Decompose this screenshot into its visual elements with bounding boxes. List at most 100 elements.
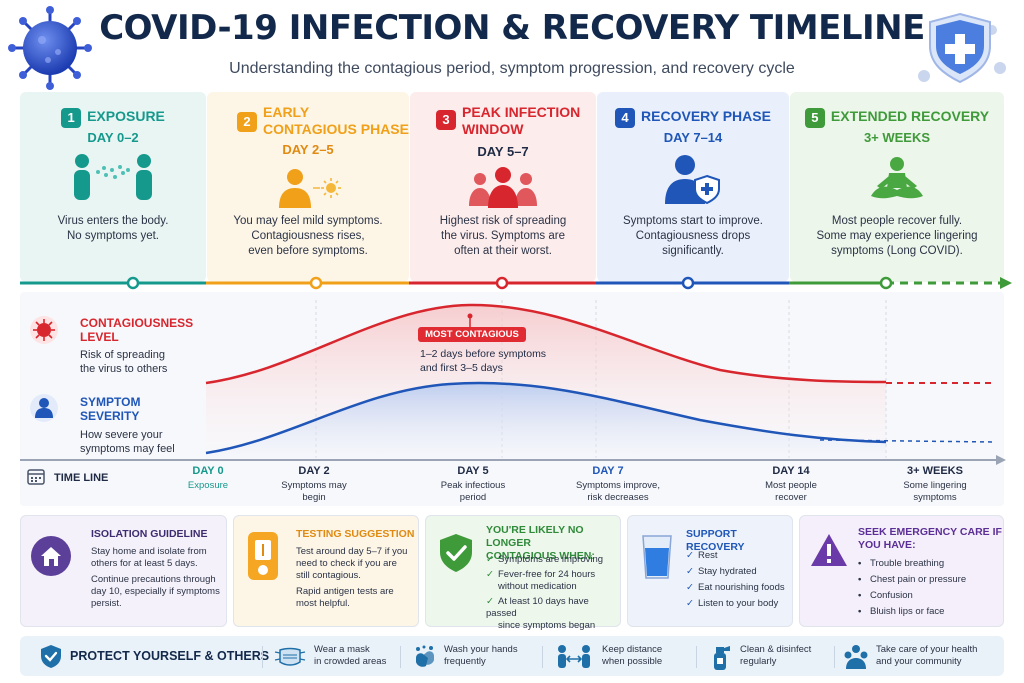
desc-line: Test around day 5–7 if you (296, 546, 408, 557)
list-item: ✓ Listen to your body (686, 598, 779, 609)
tick-day-0: DAY 0 (192, 465, 224, 477)
protect-item-community: Take care of your health and your communi… (876, 644, 977, 668)
page-subtitle: Understanding the contagious period, sym… (229, 60, 795, 77)
phase-description: Most people recover fully. Some may exper… (796, 214, 998, 259)
card-no-longer-contagious: YOU'RE LIKELY NO LONGER CONTAGIOUS WHEN: … (425, 515, 621, 631)
tick-sub-day-2: Symptoms may begin (259, 480, 369, 504)
desc-line: Peak infectious (440, 480, 506, 491)
separator (696, 646, 697, 668)
desc-line: 1–2 days before symptoms (420, 348, 547, 360)
most-contagious-badge (418, 327, 526, 342)
phase-description: Symptoms start to improve. Contagiousness… (603, 214, 783, 259)
series-name: CONTAGIOUSNESS LEVEL (80, 316, 194, 344)
separator (400, 646, 401, 668)
phase-number: 5 (804, 108, 825, 128)
desc-line: and your community (876, 656, 962, 667)
list-item: ✓ Stay hydrated (686, 566, 757, 577)
community-icon (844, 645, 868, 669)
most-contagious-label: MOST CONTAGIOUS (425, 329, 519, 340)
desc-line: How severe your (80, 429, 163, 441)
card-title: SEEK EMERGENCY CARE IF YOU HAVE: (858, 526, 1002, 552)
shield-check-small-icon (41, 645, 61, 668)
list-item: • Chest pain or pressure (858, 574, 967, 585)
tick-sub-day-14: Most people recover (736, 480, 846, 504)
phase-title: EXTENDED RECOVERY (830, 108, 990, 124)
calendar-icon (27, 469, 45, 485)
list-item: ✓ Eat nourishing foods (686, 582, 785, 593)
desc-line: Risk of spreading (80, 349, 165, 361)
desc-line: You may feel mild symptoms. (233, 215, 383, 227)
desc-line: and first 3–5 days (420, 362, 503, 374)
card-title: ISOLATION GUIDELINE (91, 528, 208, 540)
phase-heading: 2 EARLY CONTAGIOUS PHASE (237, 104, 409, 138)
card-isolation: ISOLATION GUIDELINE Stay home and isolat… (20, 515, 227, 627)
person-shield-icon (665, 155, 720, 204)
desc-line: persist. (91, 598, 122, 609)
timeline-marker (126, 276, 140, 290)
desc-line: the virus. Symptoms are (441, 230, 565, 242)
most-contagious-text: 1–2 days before symptoms and first 3–5 da… (420, 347, 546, 375)
contagiousness-label: CONTAGIOUSNESS LEVEL (80, 316, 200, 344)
contagiousness-desc: Risk of spreading the virus to others (80, 348, 200, 376)
virus-small-icon (33, 319, 55, 341)
desc-line: Highest risk of spreading (439, 215, 567, 227)
desc-line: recover (775, 492, 807, 503)
card-text: Stay home and isolate from others for at … (91, 546, 207, 570)
symptom-desc: How severe your symptoms may feel (80, 428, 200, 456)
desc-line: begin (302, 492, 326, 503)
desc-line: Symptoms improve, (576, 480, 660, 491)
shield-check-icon (440, 534, 472, 572)
card-text: Test around day 5–7 if you need to check … (296, 546, 407, 582)
protect-bar: PROTECT YOURSELF & OTHERS Wear a mask in … (20, 636, 1004, 676)
phase-title: WINDOW (462, 121, 524, 137)
spray-icon (714, 646, 730, 670)
phase-description: Highest risk of spreading the virus. Symp… (416, 214, 590, 259)
desc-line: risk decreases (587, 492, 649, 503)
meditation-icon (871, 157, 923, 199)
water-glass-icon (642, 535, 672, 579)
desc-line: most helpful. (296, 598, 350, 609)
desc-line: even before symptoms. (248, 245, 368, 257)
separator (262, 646, 263, 668)
person-sun-icon (279, 169, 341, 208)
desc-line: No symptoms yet. (66, 230, 160, 242)
desc-line: Symptoms may (281, 480, 347, 491)
phase-days: DAY 0–2 (87, 130, 139, 145)
medical-shield-icon (918, 12, 1006, 84)
desc-line: Contagiousness drops (635, 230, 751, 242)
timeline-marker (879, 276, 893, 290)
timeline-marker (681, 276, 695, 290)
timeline-axis-label: TIME LINE (54, 472, 109, 484)
desc-line: Most people recover fully. (831, 215, 963, 227)
phase-recovery: 4 RECOVERY PHASE DAY 7–14 Symptoms start … (597, 92, 789, 282)
list-item: ✓ Symptoms are improving (486, 554, 604, 565)
separator (542, 646, 543, 668)
contagiousness-line (205, 303, 887, 385)
desc-line: when possible (602, 656, 663, 667)
list-item: ✓ Fever-free for 24 hours without medicati… (486, 569, 596, 592)
test-kit-icon (248, 532, 278, 580)
desc-line: Virus enters the body. (57, 215, 169, 227)
phase-title: RECOVERY PHASE (641, 108, 771, 124)
desc-line: Stay home and isolate from (91, 546, 207, 557)
recovery-list: ✓ Rest ✓ Stay hydrated ✓ Eat nourishing foo… (686, 548, 785, 612)
phase-heading: 4 RECOVERY PHASE (597, 108, 789, 128)
tick-day-7: DAY 7 (592, 465, 624, 477)
phase-heading: 3 PEAK INFECTION WINDOW (436, 104, 580, 138)
timeline-marker (309, 276, 323, 290)
desc-line: often at their worst. (454, 245, 552, 257)
title-line: CONTAGIOUS WHEN: (486, 550, 595, 562)
phase-description: Virus enters the body. No symptoms yet. (26, 214, 200, 244)
people-spreading-icon (74, 154, 152, 200)
tick-day-2: DAY 2 (298, 465, 330, 477)
list-item: • Confusion (858, 590, 913, 601)
symptom-line (205, 381, 887, 455)
card-title: TESTING SUGGESTION (296, 528, 415, 540)
phase-title: EARLY (263, 104, 310, 120)
list-item: • Trouble breathing (858, 558, 945, 569)
desc-line: symptoms may feel (80, 443, 175, 455)
handwash-icon (416, 645, 434, 667)
phase-timeline (20, 276, 1012, 290)
title-line: YOU HAVE: (858, 539, 916, 551)
separator (834, 646, 835, 668)
